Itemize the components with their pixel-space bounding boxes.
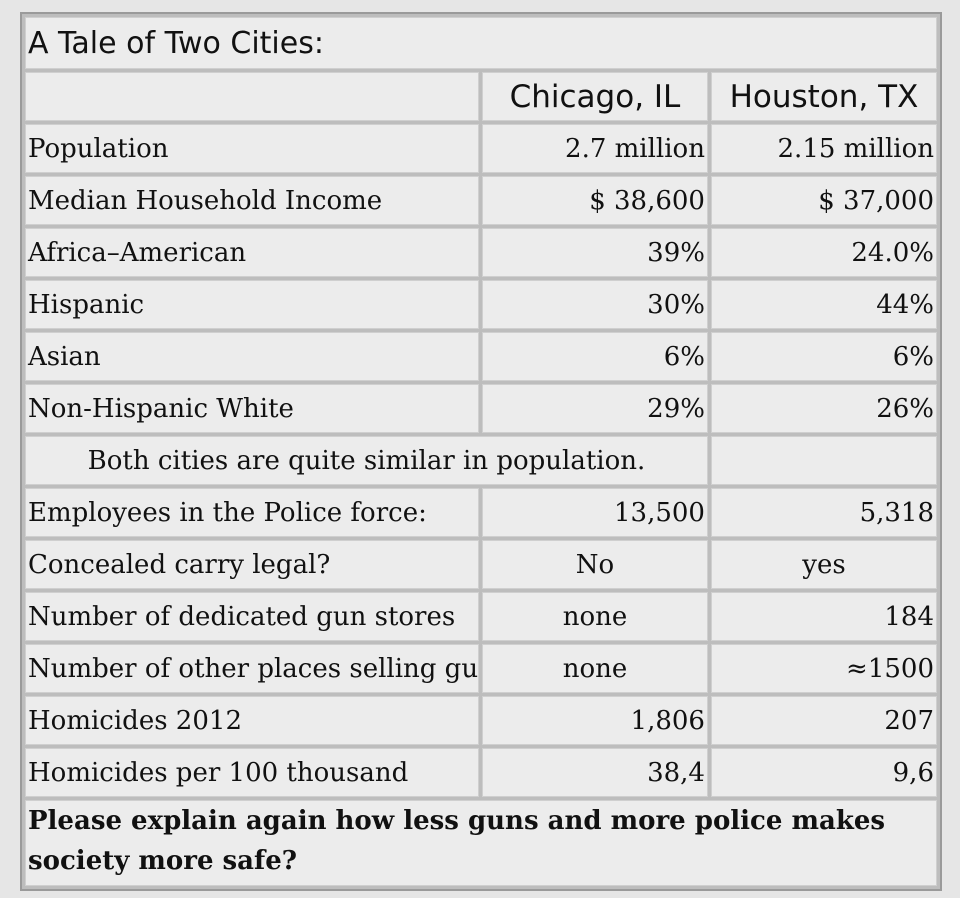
chicago-value: none	[481, 592, 708, 641]
houston-value: ≈1500	[710, 644, 937, 693]
table-title: A Tale of Two Cities:	[25, 17, 937, 69]
houston-value: 24.0%	[710, 228, 937, 277]
row-label: Homicides per 100 thousand	[25, 748, 479, 797]
chicago-value: none	[481, 644, 708, 693]
table-row: Population 2.7 million 2.15 million	[25, 124, 937, 173]
table-row: Asian 6% 6%	[25, 332, 937, 381]
row-label: Concealed carry legal?	[25, 540, 479, 589]
chicago-value: 30%	[481, 280, 708, 329]
chicago-value: No	[481, 540, 708, 589]
chicago-value: 38,4	[481, 748, 708, 797]
row-label: Hispanic	[25, 280, 479, 329]
chicago-value: 13,500	[481, 488, 708, 537]
row-label: Employees in the Police force:	[25, 488, 479, 537]
houston-value: 184	[710, 592, 937, 641]
chicago-value: 6%	[481, 332, 708, 381]
table-row: Africa–American 39% 24.0%	[25, 228, 937, 277]
houston-value: 207	[710, 696, 937, 745]
houston-value: 5,318	[710, 488, 937, 537]
header-row: Chicago, IL Houston, TX	[25, 72, 937, 121]
column-header-houston: Houston, TX	[710, 72, 937, 121]
table-row: Number of dedicated gun stores none 184	[25, 592, 937, 641]
title-row: A Tale of Two Cities:	[25, 17, 937, 69]
houston-value: 9,6	[710, 748, 937, 797]
table-row: Homicides per 100 thousand 38,4 9,6	[25, 748, 937, 797]
houston-value: 26%	[710, 384, 937, 433]
chicago-value: 1,806	[481, 696, 708, 745]
houston-value: 6%	[710, 332, 937, 381]
closing-row: Please explain again how less guns and m…	[25, 800, 937, 886]
row-label: Median Household Income	[25, 176, 479, 225]
row-label: Population	[25, 124, 479, 173]
houston-value: 2.15 million	[710, 124, 937, 173]
houston-value: yes	[710, 540, 937, 589]
chicago-value: 2.7 million	[481, 124, 708, 173]
row-label: Non-Hispanic White	[25, 384, 479, 433]
table-row: Homicides 2012 1,806 207	[25, 696, 937, 745]
similarity-note: Both cities are quite similar in populat…	[25, 436, 708, 485]
comparison-table: A Tale of Two Cities: Chicago, IL Housto…	[20, 12, 942, 891]
row-label: Africa–American	[25, 228, 479, 277]
row-label: Number of other places selling guns	[25, 644, 479, 693]
note-empty-cell	[710, 436, 937, 485]
table-row: Median Household Income $ 38,600 $ 37,00…	[25, 176, 937, 225]
table-row: Hispanic 30% 44%	[25, 280, 937, 329]
chicago-value: $ 38,600	[481, 176, 708, 225]
chicago-value: 39%	[481, 228, 708, 277]
table-row: Concealed carry legal? No yes	[25, 540, 937, 589]
note-row: Both cities are quite similar in populat…	[25, 436, 937, 485]
table-row: Number of other places selling guns none…	[25, 644, 937, 693]
table-row: Employees in the Police force: 13,500 5,…	[25, 488, 937, 537]
houston-value: 44%	[710, 280, 937, 329]
row-label: Homicides 2012	[25, 696, 479, 745]
table-row: Non-Hispanic White 29% 26%	[25, 384, 937, 433]
chicago-value: 29%	[481, 384, 708, 433]
houston-value: $ 37,000	[710, 176, 937, 225]
closing-question: Please explain again how less guns and m…	[25, 800, 937, 886]
header-empty-cell	[25, 72, 479, 121]
row-label: Asian	[25, 332, 479, 381]
row-label: Number of dedicated gun stores	[25, 592, 479, 641]
column-header-chicago: Chicago, IL	[481, 72, 708, 121]
